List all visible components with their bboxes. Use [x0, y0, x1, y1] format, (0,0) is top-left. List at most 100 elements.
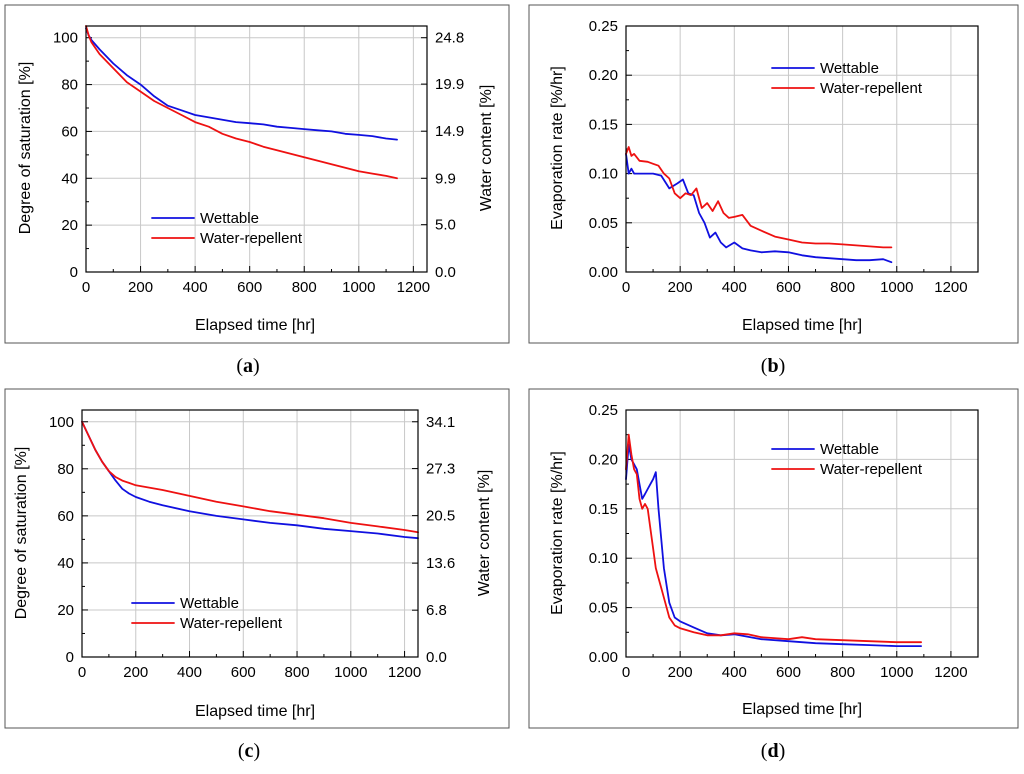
y2-tick-label: 13.6 [426, 555, 455, 572]
x-tick-label: 200 [123, 664, 148, 681]
x-tick-label: 400 [722, 664, 747, 681]
series-line-water-repellent [625, 146, 893, 249]
x-tick-label: 0 [82, 279, 90, 296]
series-line-wettable [625, 153, 893, 264]
y-axis-label: Evaporation rate [%/hr] [549, 451, 566, 615]
x-axis-label: Elapsed time [hr] [742, 317, 862, 334]
x-tick-label: 800 [285, 664, 310, 681]
chart-panel-d: 0 200 400 600 800 1000 1200 0.00 0.05 0.10 0.15 0.2… [528, 388, 1019, 762]
y-tick-label: 0.10 [589, 550, 618, 567]
y-tick-label: 0.25 [589, 402, 618, 419]
plot-area [625, 409, 979, 658]
x-axis-label: Elapsed time [hr] [195, 317, 315, 334]
x-tick-label: 200 [128, 279, 153, 296]
chart-panel-a: 0 200 400 600 800 1000 1200 0 20 40 60 80 100 0.0 5.0 9… [4, 4, 510, 377]
x-tick-label: 1200 [388, 664, 421, 681]
y-tick-label: 0.25 [589, 18, 618, 35]
legend-label: Wettable [200, 210, 259, 227]
x-tick-label: 400 [177, 664, 202, 681]
x-tick-label: 600 [776, 664, 801, 681]
legend-label: Wettable [180, 595, 239, 612]
y-tick-label: 100 [53, 30, 78, 47]
y2-tick-label: 5.0 [435, 217, 456, 234]
series-line-water-repellent [81, 420, 419, 534]
plot-area [85, 25, 428, 273]
series-line-wettable [625, 443, 922, 647]
y-axis-label: Evaporation rate [%/hr] [549, 66, 566, 230]
series-line-water-repellent [85, 25, 398, 180]
y-tick-label: 0.10 [589, 166, 618, 183]
y2-tick-label: 34.1 [426, 414, 455, 431]
panel-caption: (a) [236, 355, 259, 377]
x-tick-label: 1200 [934, 664, 967, 681]
y2-axis-label: Water content [%] [478, 85, 495, 212]
y-tick-label: 0.00 [589, 649, 618, 666]
x-tick-label: 0 [622, 279, 630, 296]
chart-panel-b: 0 200 400 600 800 1000 1200 0.00 0.05 0.10 0.15 0.2… [528, 4, 1019, 377]
series-line-wettable [85, 27, 398, 141]
panel-caption: (d) [761, 740, 785, 762]
y-tick-label: 80 [61, 77, 78, 94]
x-tick-label: 1000 [880, 279, 913, 296]
x-tick-label: 600 [237, 279, 262, 296]
y2-tick-label: 0.0 [435, 264, 456, 281]
panel-frame [4, 388, 510, 729]
y-tick-label: 0.15 [589, 501, 618, 518]
y2-tick-label: 0.0 [426, 649, 447, 666]
x-tick-label: 800 [830, 279, 855, 296]
y-tick-label: 40 [61, 170, 78, 187]
x-tick-label: 400 [183, 279, 208, 296]
legend-label: Water-repellent [180, 615, 283, 632]
y-tick-label: 60 [61, 123, 78, 140]
legend-label: Water-repellent [820, 80, 923, 97]
y-tick-label: 40 [57, 555, 74, 572]
y-tick-label: 20 [61, 217, 78, 234]
y-tick-label: 0.00 [589, 264, 618, 281]
y-tick-label: 0 [66, 649, 74, 666]
y-tick-label: 0.05 [589, 215, 618, 232]
x-axis-label: Elapsed time [hr] [742, 701, 862, 718]
y-tick-label: 0.05 [589, 600, 618, 617]
y2-tick-label: 20.5 [426, 508, 455, 525]
legend-label: Water-repellent [820, 461, 923, 478]
x-tick-label: 1000 [342, 279, 375, 296]
x-tick-label: 0 [622, 664, 630, 681]
x-tick-label: 0 [78, 664, 86, 681]
x-tick-label: 800 [830, 664, 855, 681]
y-tick-label: 0 [70, 264, 78, 281]
legend-label: Water-repellent [200, 230, 303, 247]
x-tick-label: 200 [668, 664, 693, 681]
y-axis-label: Degree of saturation [%] [13, 447, 30, 620]
y2-tick-label: 6.8 [426, 602, 447, 619]
y2-tick-label: 9.9 [435, 170, 456, 187]
y-tick-label: 20 [57, 602, 74, 619]
x-tick-label: 1000 [880, 664, 913, 681]
y2-tick-label: 27.3 [426, 461, 455, 478]
y-axis-label: Degree of saturation [%] [17, 62, 34, 235]
chart-panel-c: 0 200 400 600 800 1000 1200 0 20 40 60 80 100 0.0 6.8 1… [4, 388, 510, 762]
plot-area [625, 25, 979, 273]
plot-area [81, 409, 419, 658]
x-tick-label: 1000 [334, 664, 367, 681]
y2-tick-label: 19.9 [435, 76, 464, 93]
x-tick-label: 1200 [397, 279, 430, 296]
x-tick-label: 600 [231, 664, 256, 681]
y-tick-label: 0.20 [589, 451, 618, 468]
panel-caption: (c) [238, 740, 260, 762]
x-tick-label: 600 [776, 279, 801, 296]
y-tick-label: 0.15 [589, 116, 618, 133]
y-tick-label: 0.20 [589, 67, 618, 84]
x-tick-label: 1200 [934, 279, 967, 296]
y-tick-label: 80 [57, 461, 74, 478]
x-tick-label: 400 [722, 279, 747, 296]
series-line-water-repellent [625, 433, 922, 644]
x-tick-label: 800 [292, 279, 317, 296]
y2-tick-label: 24.8 [435, 30, 464, 47]
x-axis-label: Elapsed time [hr] [195, 703, 315, 720]
y2-axis-label: Water content [%] [476, 470, 493, 597]
panel-caption: (b) [761, 355, 785, 377]
legend-label: Wettable [820, 60, 879, 77]
y2-tick-label: 14.9 [435, 123, 464, 140]
y-tick-label: 60 [57, 508, 74, 525]
